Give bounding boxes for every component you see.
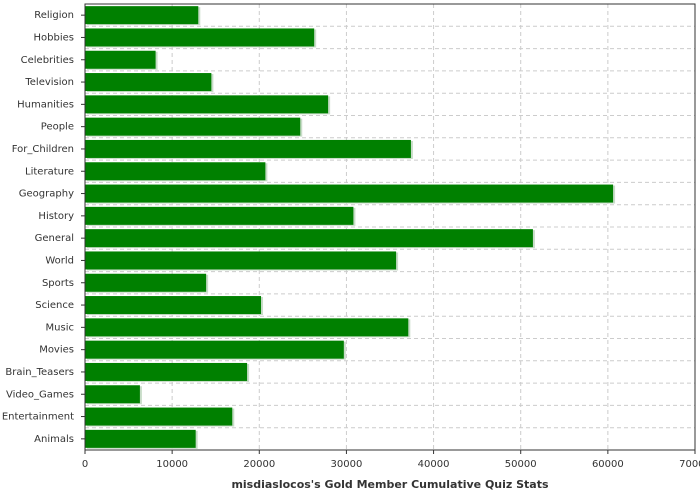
bar	[85, 362, 248, 381]
bar	[85, 184, 614, 203]
x-tick-label: 70000	[679, 459, 700, 470]
bar	[85, 407, 233, 426]
bar	[85, 251, 397, 270]
bar	[85, 296, 262, 315]
y-tick-label: World	[45, 255, 74, 266]
x-tick-label: 30000	[331, 459, 363, 470]
bar	[85, 117, 301, 136]
y-tick-label: Movies	[39, 345, 74, 356]
bar	[85, 73, 212, 92]
bar	[85, 139, 411, 158]
y-tick-label: Science	[35, 300, 74, 311]
x-tick-label: 50000	[505, 459, 537, 470]
y-tick-label: Humanities	[17, 99, 74, 110]
bar	[85, 162, 266, 181]
bar	[85, 340, 344, 359]
bar	[85, 229, 533, 248]
x-tick-label: 10000	[156, 459, 188, 470]
y-tick-label: Religion	[34, 10, 74, 21]
y-tick-label: Brain_Teasers	[5, 367, 74, 378]
y-tick-label: Music	[46, 322, 74, 333]
bar	[85, 6, 199, 25]
y-tick-label: For_Children	[12, 144, 74, 155]
y-tick-label: Hobbies	[34, 32, 74, 43]
x-tick-label: 20000	[243, 459, 275, 470]
y-tick-label: Video_Games	[6, 389, 74, 400]
bar	[85, 50, 156, 69]
bar	[85, 318, 409, 337]
y-tick-label: General	[35, 233, 74, 244]
bar	[85, 273, 207, 292]
y-tick-label: Animals	[34, 434, 74, 445]
y-tick-label: Entertainment	[2, 412, 74, 423]
y-tick-label: People	[41, 122, 74, 133]
bar	[85, 429, 196, 448]
x-axis-title: misdiaslocos's Gold Member Cumulative Qu…	[231, 478, 549, 491]
y-tick-label: Television	[24, 77, 74, 88]
y-tick-label: History	[38, 211, 74, 222]
x-tick-label: 40000	[418, 459, 450, 470]
bar	[85, 206, 354, 225]
y-tick-label: Celebrities	[21, 55, 74, 66]
y-tick-label: Geography	[19, 189, 74, 200]
bar	[85, 28, 315, 47]
plot-frame	[84, 3, 696, 451]
y-tick-label: Sports	[42, 278, 74, 289]
bar	[85, 385, 140, 404]
x-tick-label: 0	[82, 459, 88, 470]
y-tick-label: Literature	[25, 166, 74, 177]
x-tick-label: 60000	[592, 459, 624, 470]
bar	[85, 95, 329, 114]
